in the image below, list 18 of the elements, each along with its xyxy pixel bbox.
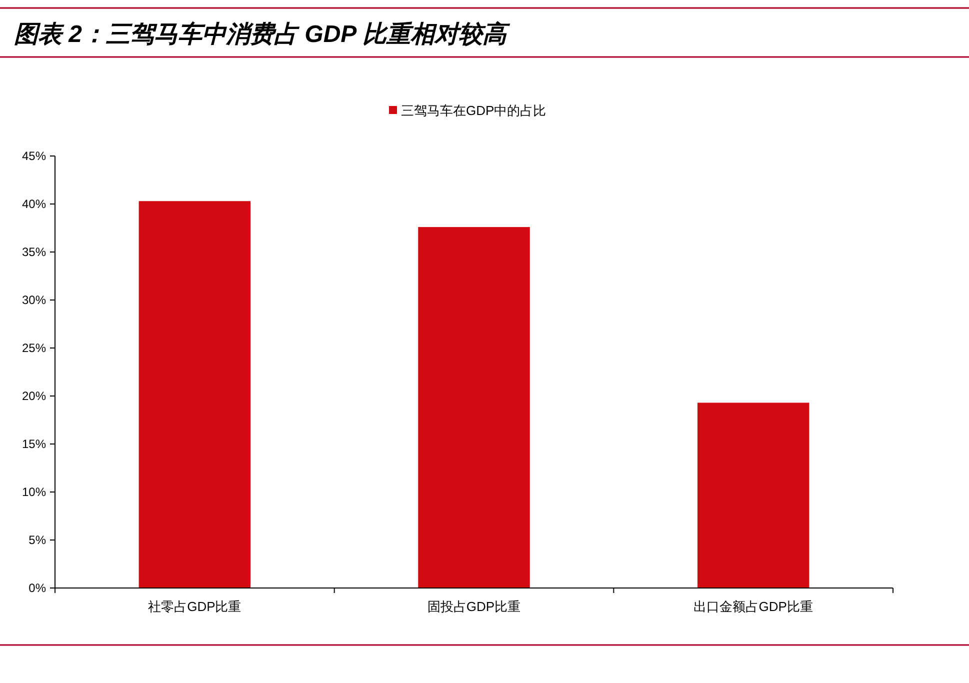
legend-label: 三驾马车在GDP中的占比	[401, 103, 546, 118]
x-tick-label: 社零占GDP比重	[148, 599, 242, 614]
y-tick-label: 45%	[22, 149, 46, 163]
y-tick-label: 0%	[28, 581, 46, 595]
bar	[418, 227, 530, 588]
y-tick-label: 5%	[28, 533, 46, 547]
y-tick-label: 35%	[22, 245, 46, 259]
y-tick-label: 30%	[22, 293, 46, 307]
y-tick-label: 15%	[22, 437, 46, 451]
x-tick-label: 出口金额占GDP比重	[694, 599, 813, 614]
bar	[138, 201, 251, 588]
chart-title: 图表 2：三驾马车中消费占 GDP 比重相对较高	[14, 20, 510, 48]
y-tick-label: 20%	[22, 389, 46, 403]
y-tick-label: 25%	[22, 341, 46, 355]
x-tick-label: 固投占GDP比重	[427, 599, 521, 614]
y-tick-label: 10%	[22, 485, 46, 499]
bar	[697, 402, 810, 588]
y-tick-label: 40%	[22, 197, 46, 211]
